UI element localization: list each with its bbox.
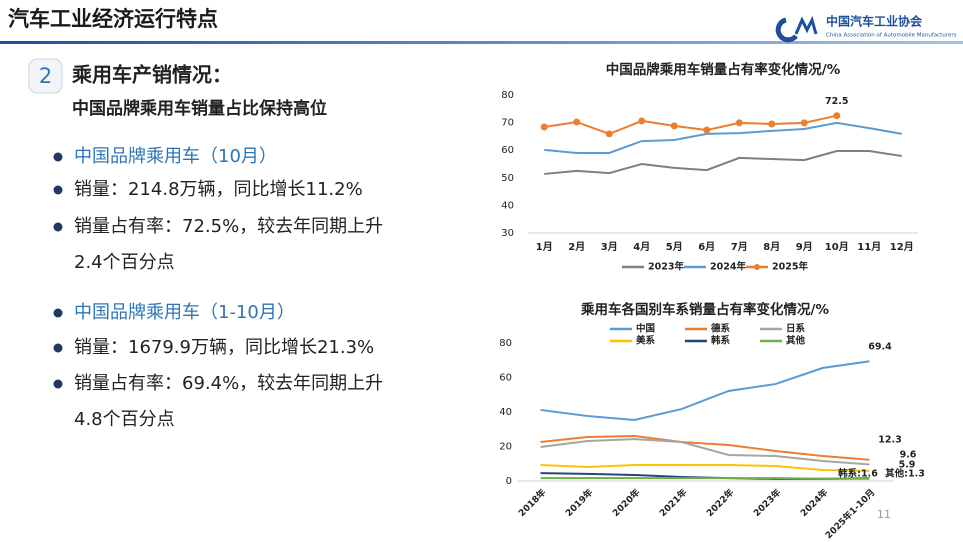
point (540, 123, 548, 131)
section-badge (28, 58, 63, 94)
page-number: 11 (877, 508, 891, 521)
y-tick-label: 0 (506, 476, 512, 487)
series-line (540, 463, 870, 472)
section-subheading: 中国品牌乘用车销量占比保持高位 (72, 98, 327, 119)
legend-label: 2024年 (710, 261, 746, 273)
legend-label: 其他 (786, 335, 806, 347)
series-line (540, 434, 870, 461)
series-line (540, 438, 870, 466)
section-number: 2 (39, 64, 52, 88)
bullet-text: 中国品牌乘用车（10月） (74, 146, 277, 167)
value-label: 5.9 (899, 460, 916, 471)
x-tick-label: 3月 (601, 241, 618, 253)
point (833, 112, 841, 120)
logo-en: China Association of Automobile Manufact… (826, 33, 957, 39)
y-tick-label: 60 (501, 145, 514, 156)
x-tick-label: 10月 (825, 241, 849, 253)
point (638, 117, 646, 125)
section-heading: 乘用车产销情况： (71, 63, 232, 87)
legend-label: 2023年 (648, 261, 684, 273)
y-tick-label: 40 (499, 407, 512, 418)
bullet-dot (53, 308, 63, 318)
x-tick-label: 11月 (857, 241, 881, 253)
point (768, 120, 776, 128)
chart-title: 中国品牌乘用车销量占有率变化情况/% (606, 61, 841, 78)
x-tick-label: 6月 (698, 241, 715, 253)
x-tick-label: 1月 (536, 241, 553, 253)
value-label: 韩系:1.6 (838, 468, 878, 480)
x-tick-label: 2月 (568, 241, 585, 253)
legend-label: 美系 (635, 335, 656, 347)
series-line (544, 114, 837, 135)
legend-label: 日系 (786, 323, 806, 335)
bullet-text: 2.4个百分点 (74, 252, 175, 273)
logo-mark (775, 17, 798, 43)
legend-marker (754, 264, 760, 270)
y-tick-label: 80 (499, 338, 512, 349)
x-tick-label: 4月 (633, 241, 650, 253)
point (735, 119, 743, 127)
logo: 中国汽车工业协会 China Association of Automobile… (775, 14, 957, 43)
series-line (540, 477, 870, 480)
y-tick-label: 40 (501, 200, 514, 211)
chart-title: 乘用车各国别车系销量占有率变化情况/% (580, 301, 829, 318)
bullet-text: 4.8个百分点 (74, 409, 175, 430)
point (800, 119, 808, 127)
bullet-dot (53, 343, 63, 353)
x-tick-label: 5月 (666, 241, 683, 253)
y-tick-label: 70 (501, 118, 514, 129)
y-tick-label: 50 (501, 173, 514, 184)
series-line (540, 360, 870, 421)
series-line (544, 121, 902, 154)
legend-label: 2025年 (772, 261, 808, 273)
bullet-text: 销量：214.8万辆，同比增长11.2% (74, 179, 363, 200)
bullet-dot (53, 152, 63, 162)
bullet-dot (53, 185, 63, 195)
point (703, 126, 711, 134)
header-rule (0, 41, 963, 44)
bullet-dot (53, 222, 63, 232)
series-line (544, 150, 902, 175)
logo-cn: 中国汽车工业协会 (826, 14, 923, 29)
legend-label: 德系 (711, 323, 731, 335)
bullet-dot (53, 379, 63, 389)
bullet-text: 销量：1679.9万辆，同比增长21.3% (74, 337, 374, 358)
value-label: 69.4 (868, 342, 892, 353)
point (670, 122, 678, 130)
x-tick-label: 8月 (763, 241, 780, 253)
x-tick-label: 12月 (890, 241, 914, 253)
y-tick-label: 60 (499, 373, 512, 384)
value-label: 72.5 (825, 96, 848, 107)
point (573, 118, 581, 126)
value-label: 其他:1.3 (885, 468, 925, 480)
x-tick-label: 9月 (796, 241, 813, 253)
logo-mark (794, 15, 818, 35)
bullet-text: 销量占有率：69.4%，较去年同期上升 (74, 373, 383, 394)
x-tick-label: 7月 (731, 241, 748, 253)
slide-title: 汽车工业经济运行特点 (8, 7, 218, 31)
value-label: 12.3 (878, 435, 901, 446)
value-label: 9.6 (900, 450, 917, 461)
bullet-text: 中国品牌乘用车（1-10月） (74, 302, 295, 323)
legend-label: 中国 (636, 323, 655, 335)
point (605, 130, 613, 138)
y-tick-label: 20 (499, 442, 512, 453)
y-tick-label: 80 (501, 90, 514, 101)
legend-label: 韩系 (711, 335, 731, 347)
y-tick-label: 30 (501, 228, 514, 239)
bullet-text: 销量占有率：72.5%，较去年同期上升 (74, 216, 383, 237)
